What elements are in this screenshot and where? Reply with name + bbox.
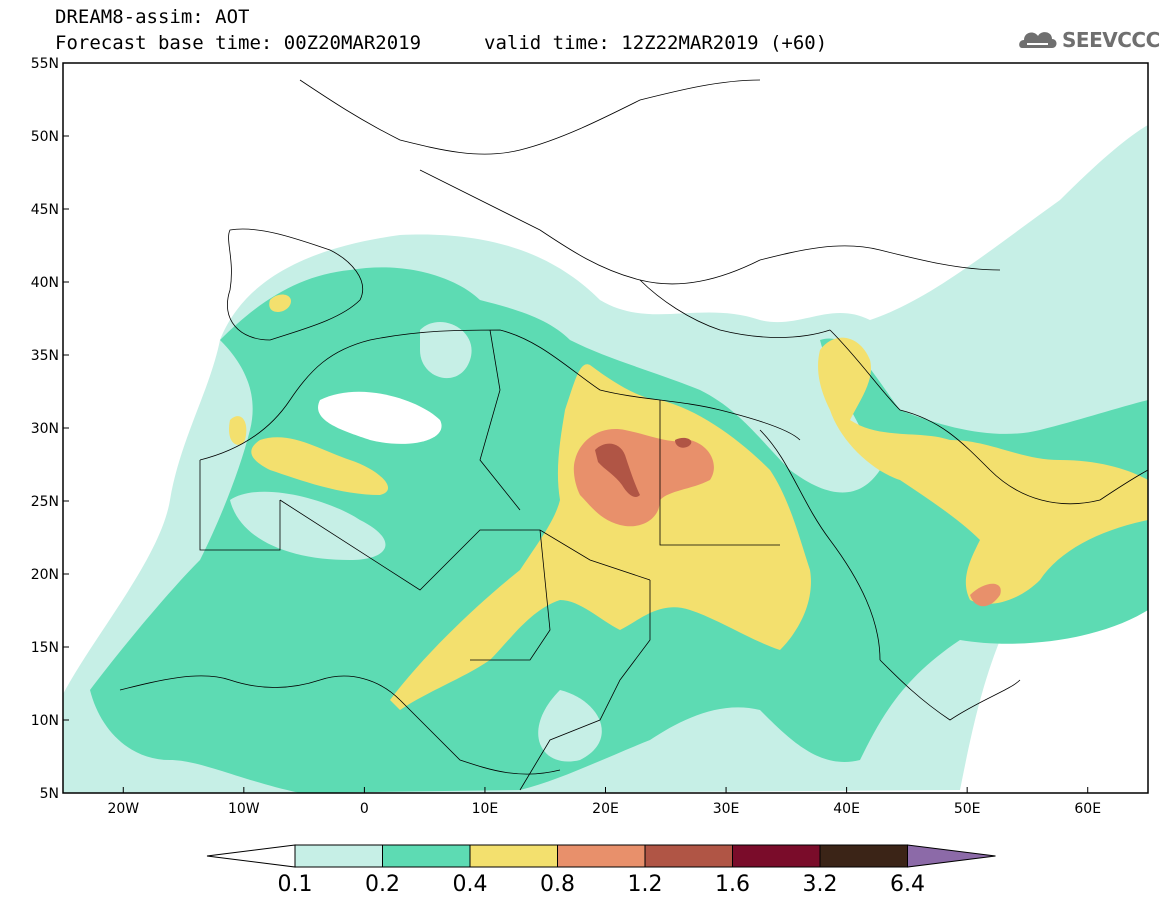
colorbar-level-label: 3.2 bbox=[803, 872, 838, 897]
lat-tick-label: 45N bbox=[31, 202, 59, 218]
lat-tick-label: 15N bbox=[31, 640, 59, 656]
colorbar-arrow-low bbox=[206, 844, 296, 868]
forecast-base-time: Forecast base time: 00Z20MAR2019 bbox=[55, 32, 422, 54]
colorbar-level-label: 0.8 bbox=[540, 872, 575, 897]
colorbar-level-label: 6.4 bbox=[890, 872, 925, 897]
lat-tick-label: 40N bbox=[31, 275, 59, 291]
lon-tick-label: 20E bbox=[592, 801, 619, 817]
colorbar-level-label: 1.6 bbox=[715, 872, 750, 897]
map-title: DREAM8-assim: AOT bbox=[55, 6, 250, 28]
lon-tick-label: 20W bbox=[107, 801, 139, 817]
colorbar-arrow-high bbox=[907, 844, 996, 868]
colorbar-swatch bbox=[557, 844, 646, 868]
colorbar-swatch bbox=[644, 844, 733, 868]
colorbar-level-label: 1.2 bbox=[628, 872, 663, 897]
lat-tick-label: 55N bbox=[31, 56, 59, 72]
logo-text: SEEVCCC bbox=[1062, 28, 1160, 52]
lat-tick-label: 35N bbox=[31, 348, 59, 364]
longitude-axis: 20W 10W 0 10E 20E 30E 40E 50E 60E bbox=[107, 787, 1101, 817]
colorbar-legend: 0.1 0.2 0.4 0.8 1.2 1.6 3.2 6.4 bbox=[206, 844, 996, 897]
lat-tick-label: 25N bbox=[31, 494, 59, 510]
latitude-axis: 5N 10N 15N 20N 25N 30N 35N 40N 45N 50N 55N bbox=[31, 56, 69, 802]
lon-tick-label: 60E bbox=[1074, 801, 1101, 817]
lon-tick-label: 40E bbox=[833, 801, 860, 817]
cloud-logo-icon bbox=[1019, 32, 1057, 48]
colorbar-level-label: 0.1 bbox=[278, 872, 313, 897]
lat-tick-label: 5N bbox=[40, 786, 59, 802]
colorbar-swatch bbox=[819, 844, 908, 868]
colorbar-swatch bbox=[732, 844, 821, 868]
lon-tick-label: 10E bbox=[472, 801, 499, 817]
aot-level-1.2 bbox=[595, 443, 640, 497]
country-borders bbox=[119, 79, 1148, 791]
lon-tick-label: 10W bbox=[228, 801, 260, 817]
colorbar-level-label: 0.2 bbox=[365, 872, 400, 897]
aot-contours bbox=[63, 125, 1148, 793]
lat-tick-label: 10N bbox=[31, 713, 59, 729]
colorbar-swatch bbox=[382, 844, 471, 868]
lat-tick-label: 50N bbox=[31, 129, 59, 145]
lat-tick-label: 30N bbox=[31, 421, 59, 437]
colorbar-swatch bbox=[294, 844, 383, 868]
lat-tick-label: 20N bbox=[31, 567, 59, 583]
lon-tick-label: 30E bbox=[713, 801, 740, 817]
colorbar-swatch bbox=[469, 844, 558, 868]
colorbar-level-label: 0.4 bbox=[453, 872, 488, 897]
valid-time: valid time: 12Z22MAR2019 (+60) bbox=[484, 32, 828, 54]
lon-tick-label: 0 bbox=[360, 801, 369, 817]
lon-tick-label: 50E bbox=[954, 801, 981, 817]
